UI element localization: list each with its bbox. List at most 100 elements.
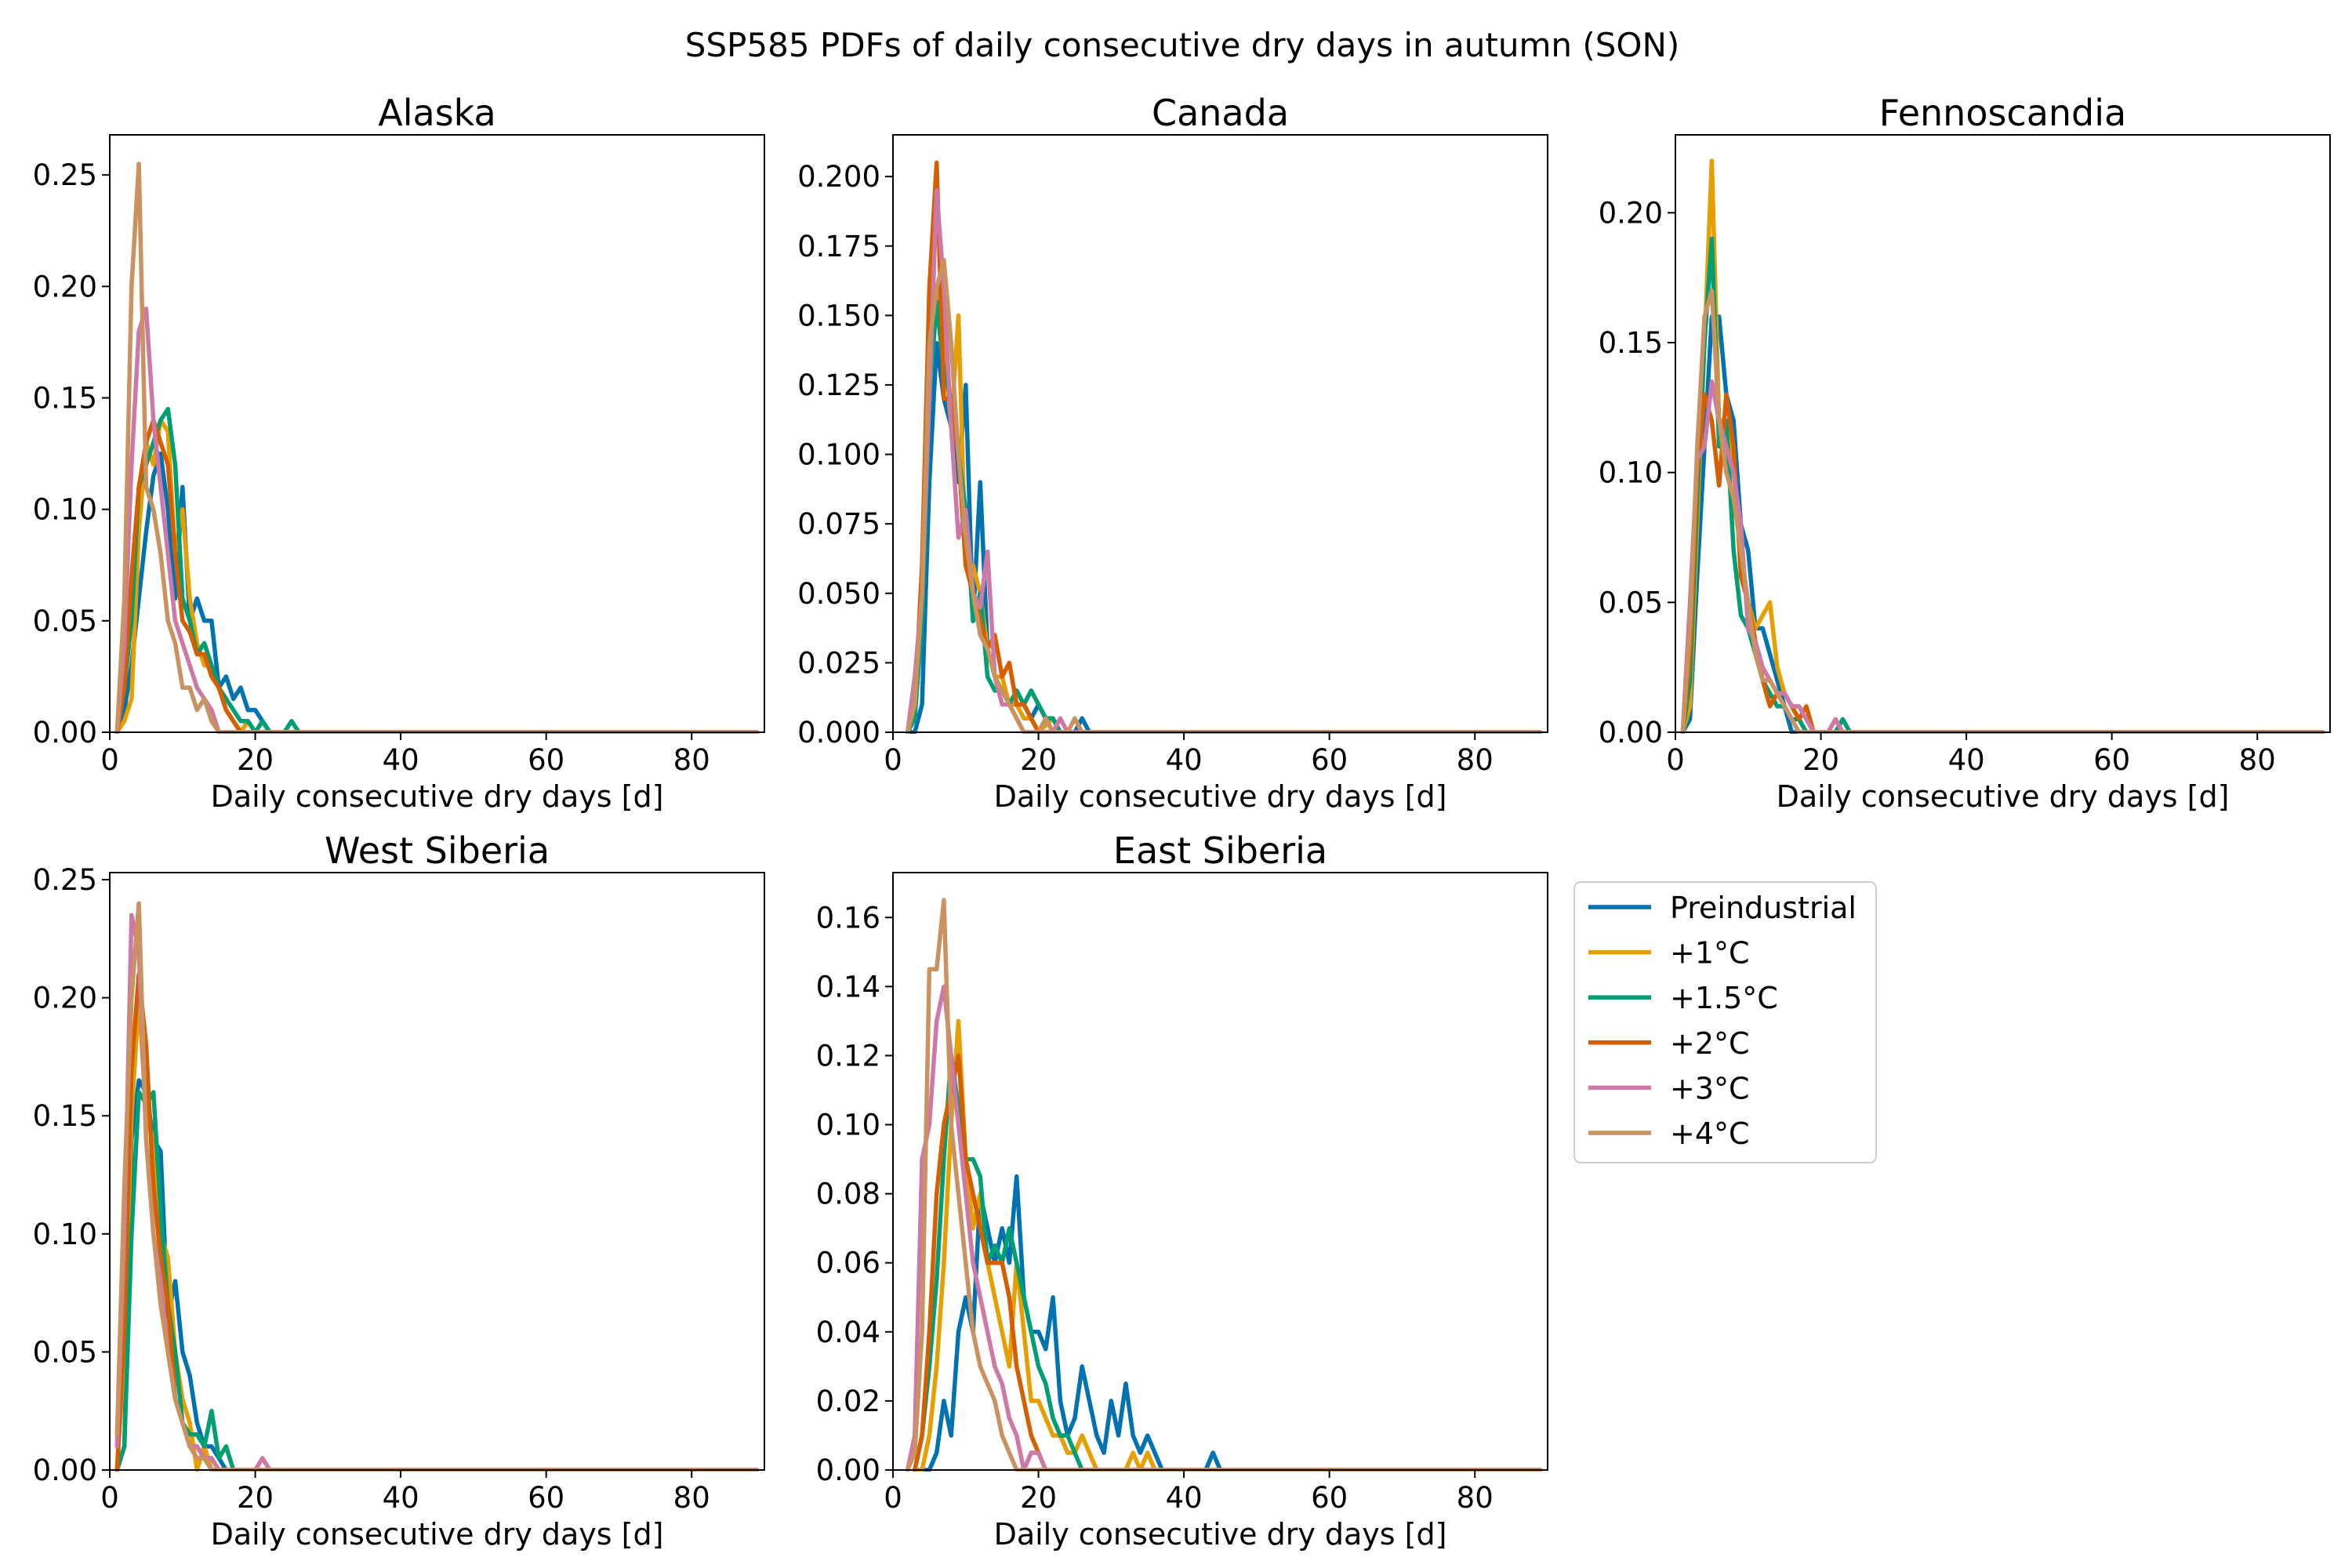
- series-line-1-5-c: [114, 1090, 760, 1472]
- legend-items: Preindustrial +1°C +1.5°C +2°C +3°C +4°C: [1588, 891, 1857, 1151]
- panel-alaska: Alaska 0 20 40 60 80 0.00 0.05 0.10 0.15 0.20 0.25 D…: [33, 92, 765, 814]
- x-tick-label: 20: [237, 743, 274, 777]
- y-tick-label: 0.20: [33, 982, 97, 1015]
- x-tick-label: 80: [673, 1481, 710, 1515]
- series-line-2-c: [913, 1053, 1543, 1472]
- x-tick-label: 0: [100, 743, 119, 777]
- y-tick-label: 0.15: [33, 1099, 97, 1133]
- y-tick-label: 0.15: [1599, 326, 1663, 360]
- x-tick-label: 80: [1457, 743, 1494, 777]
- y-tick-label: 0.05: [33, 1335, 97, 1369]
- y-tick-label: 0.10: [816, 1109, 880, 1142]
- y-tick-label: 0.00: [33, 1454, 97, 1487]
- y-tick-label: 0.20: [1599, 196, 1663, 230]
- y-tick-label: 0.02: [816, 1385, 880, 1418]
- y-tick-label: 0.10: [33, 493, 97, 527]
- figure-title: SSP585 PDFs of daily consecutive dry day…: [685, 26, 1680, 64]
- x-tick-label: 60: [2093, 743, 2130, 777]
- series-line-3-c: [905, 984, 1543, 1472]
- series-group: [114, 901, 760, 1472]
- axes-frame: [109, 872, 765, 1471]
- y-tick-label: 0.05: [33, 604, 97, 638]
- series-line-4-c: [114, 162, 760, 734]
- x-tick-label: 0: [100, 1481, 119, 1515]
- series-line-preindustrial: [913, 1174, 1543, 1472]
- panel-title: Canada: [1152, 92, 1289, 134]
- y-tick-label: 0.000: [797, 716, 880, 750]
- y-tick-label: 0.025: [797, 646, 880, 680]
- y-tick-label: 0.20: [33, 270, 97, 303]
- y-tick-label: 0.25: [33, 863, 97, 897]
- x-tick-label: 40: [383, 1481, 419, 1515]
- series-line-4-c: [905, 898, 1543, 1472]
- series-line-1-5-c: [905, 299, 1543, 734]
- x-axis-label: Daily consecutive dry days [d]: [1777, 779, 2230, 814]
- y-tick-label: 0.10: [33, 1218, 97, 1251]
- y-tick-label: 0.06: [816, 1247, 880, 1280]
- x-tick-label: 20: [1802, 743, 1839, 777]
- y-tick-label: 0.100: [797, 438, 880, 472]
- y-tick-label: 0.04: [816, 1316, 880, 1349]
- y-tick-label: 0.075: [797, 507, 880, 541]
- panel-title: West Siberia: [325, 829, 550, 872]
- panel-title: Alaska: [378, 92, 495, 134]
- x-tick-label: 60: [528, 743, 564, 777]
- y-tick-label: 0.200: [797, 160, 880, 194]
- series-line-4-c: [1680, 289, 2325, 734]
- legend-label: +1°C: [1670, 936, 1750, 971]
- panel-canada: Canada 0 20 40 60 80 0.000 0.025 0.050 0.075 0.100…: [797, 92, 1548, 814]
- x-tick-label: 40: [1166, 1481, 1203, 1515]
- x-tick-label: 40: [383, 743, 419, 777]
- series-line-4-c: [114, 901, 760, 1472]
- y-tick-label: 0.08: [816, 1178, 880, 1211]
- y-tick-label: 0.12: [816, 1039, 880, 1073]
- y-tick-label: 0.00: [33, 716, 97, 750]
- panel-east-siberia: East Siberia 0 20 40 60 80 0.00 0.02 0.04 0.06 0.0…: [816, 829, 1548, 1552]
- x-tick-label: 80: [1457, 1481, 1494, 1515]
- axes-frame: [892, 872, 1548, 1471]
- panel-west-siberia: West Siberia 0 20 40 60 80 0.00 0.05 0.10 0.15 0.2…: [33, 829, 765, 1552]
- panel-fennoscandia: Fennoscandia 0 20 40 60 80 0.00 0.05 0.10 0.15 0.2…: [1599, 92, 2331, 814]
- y-tick-label: 0.175: [797, 230, 880, 263]
- panel-title: Fennoscandia: [1879, 92, 2126, 134]
- x-tick-label: 40: [1166, 743, 1203, 777]
- axes-frame: [892, 134, 1548, 733]
- legend-label: +4°C: [1670, 1116, 1750, 1151]
- y-tick-label: 0.25: [33, 158, 97, 192]
- x-tick-label: 0: [1666, 743, 1685, 777]
- y-tick-label: 0.10: [1599, 456, 1663, 490]
- x-tick-label: 20: [237, 1481, 274, 1515]
- x-axis-label: Daily consecutive dry days [d]: [994, 1517, 1447, 1552]
- series-group: [905, 898, 1543, 1472]
- legend: Preindustrial +1°C +1.5°C +2°C +3°C +4°C: [1573, 881, 1877, 1163]
- x-tick-label: 60: [1311, 743, 1348, 777]
- y-tick-label: 0.150: [797, 299, 880, 332]
- y-tick-label: 0.125: [797, 368, 880, 402]
- x-tick-label: 0: [884, 1481, 902, 1515]
- y-tick-label: 0.00: [816, 1454, 880, 1487]
- y-tick-label: 0.14: [816, 970, 880, 1004]
- axes-frame: [1675, 134, 2331, 733]
- x-axis-label: Daily consecutive dry days [d]: [211, 1517, 664, 1552]
- x-axis-label: Daily consecutive dry days [d]: [211, 779, 664, 814]
- x-tick-label: 0: [884, 743, 902, 777]
- x-tick-label: 80: [2239, 743, 2276, 777]
- y-tick-label: 0.15: [33, 382, 97, 416]
- panel-title: East Siberia: [1113, 829, 1327, 872]
- y-tick-label: 0.00: [1599, 716, 1663, 750]
- x-tick-label: 60: [528, 1481, 564, 1515]
- y-tick-label: 0.050: [797, 577, 880, 611]
- series-line-preindustrial: [114, 451, 760, 734]
- series-group: [114, 162, 760, 734]
- x-tick-label: 80: [673, 743, 710, 777]
- legend-label: Preindustrial: [1670, 891, 1857, 925]
- y-tick-label: 0.05: [1599, 586, 1663, 619]
- x-tick-label: 20: [1020, 743, 1057, 777]
- series-line-2-c: [114, 418, 760, 734]
- x-tick-label: 60: [1311, 1481, 1348, 1515]
- y-tick-label: 0.16: [816, 901, 880, 935]
- legend-label: +3°C: [1670, 1071, 1750, 1105]
- x-tick-label: 40: [1948, 743, 1985, 777]
